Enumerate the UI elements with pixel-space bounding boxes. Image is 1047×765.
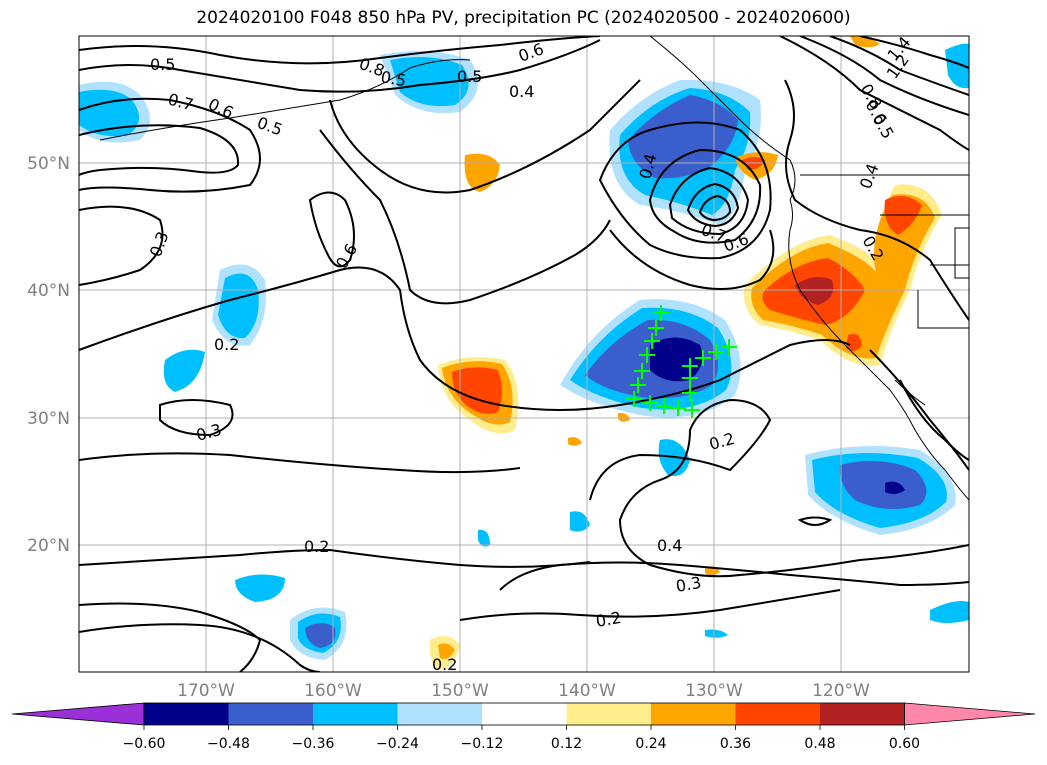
colorbar-tick-label: 0.36 — [720, 736, 751, 752]
colorbar-tick-label: 0.48 — [804, 736, 835, 752]
colorbar-tick-label: −0.24 — [376, 736, 419, 752]
contour-label: 0.5 — [379, 67, 407, 90]
colorbar-segment — [397, 703, 482, 725]
graticule — [79, 36, 969, 672]
colorbar-tick-label: −0.36 — [292, 736, 335, 752]
colorbar-tick-label: 0.60 — [889, 736, 920, 752]
trajectory-markers — [626, 305, 737, 418]
contour-label: 0.4 — [509, 82, 534, 101]
colorbar-segment — [735, 703, 820, 725]
contour-label: 0.3 — [674, 573, 702, 596]
lon-label: 140°W — [558, 681, 616, 701]
lon-label: 130°W — [685, 681, 743, 701]
colorbar-segment — [820, 703, 905, 725]
contour-label: 0.5 — [150, 55, 175, 74]
longitude-labels: 170°W 160°W 150°W 140°W 130°W 120°W — [177, 681, 870, 701]
colorbar-tick-label: 0.12 — [551, 736, 582, 752]
lat-label: 40°N — [27, 281, 70, 301]
contour-label: 0.2 — [304, 537, 329, 556]
colorbar-segment — [651, 703, 736, 725]
contour-label: 0.2 — [214, 335, 239, 354]
colorbar-tick-label: 0.24 — [635, 736, 666, 752]
lat-label: 20°N — [27, 536, 70, 556]
latitude-labels: 50°N 40°N 30°N 20°N — [27, 154, 70, 556]
lon-label: 150°W — [431, 681, 489, 701]
pv-contours — [79, 36, 969, 672]
lat-label: 30°N — [27, 409, 70, 429]
lon-label: 160°W — [304, 681, 362, 701]
colorbar-segment — [144, 703, 229, 725]
lon-label: 120°W — [812, 681, 870, 701]
colorbar-segment — [482, 703, 567, 725]
colorbar-segment — [228, 703, 313, 725]
contour-label: 0.2 — [432, 655, 457, 674]
contour-label: 0.5 — [457, 67, 482, 86]
lon-label: 170°W — [177, 681, 235, 701]
shaded-fields — [79, 36, 969, 670]
colorbar-tick-label: −0.48 — [207, 736, 250, 752]
colorbar-extend-low — [11, 702, 145, 726]
colorbar-segment — [566, 703, 651, 725]
colorbar-tick-label: −0.60 — [123, 736, 166, 752]
coastlines — [99, 36, 969, 501]
lat-label: 50°N — [27, 154, 70, 174]
colorbar-extend-high — [904, 702, 1036, 726]
colorbar-tick-label: −0.12 — [461, 736, 504, 752]
contour-label: 0.4 — [657, 536, 682, 555]
map-title: 2024020100 F048 850 hPa PV, precipitatio… — [196, 8, 851, 28]
colorbar: −0.60 −0.48 −0.36 −0.24 −0.12 0.12 0.24 … — [11, 702, 1036, 752]
plot-area — [79, 36, 969, 672]
plot-frame — [78, 35, 970, 673]
contour-label: 0.2 — [594, 608, 622, 631]
colorbar-segment — [313, 703, 398, 725]
